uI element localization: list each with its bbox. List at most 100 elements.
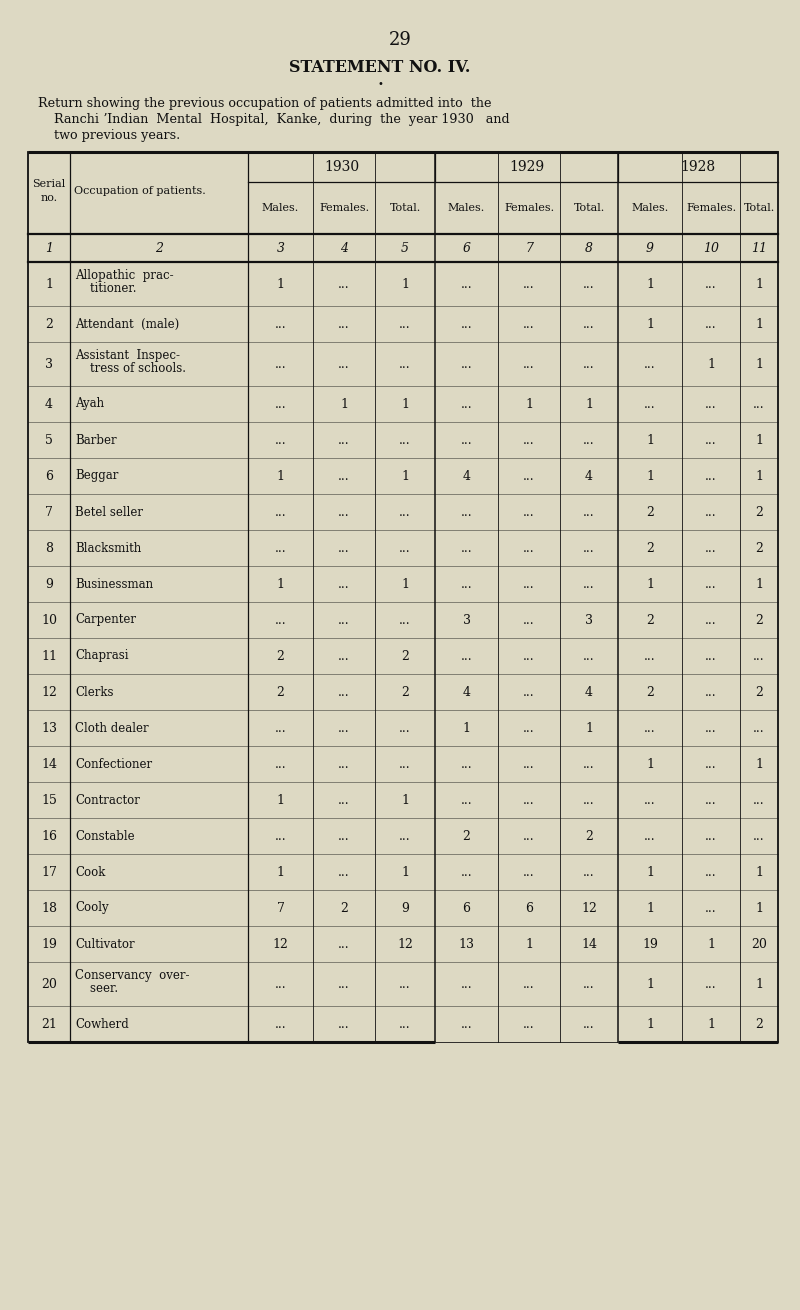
- Text: ...: ...: [705, 506, 717, 519]
- Text: 1: 1: [401, 278, 409, 291]
- Text: ...: ...: [461, 397, 472, 410]
- Text: 1: 1: [755, 977, 763, 990]
- Text: •: •: [377, 79, 383, 89]
- Text: Blacksmith: Blacksmith: [75, 541, 142, 554]
- Text: ...: ...: [338, 685, 350, 698]
- Text: Females.: Females.: [686, 203, 736, 214]
- Text: ...: ...: [583, 506, 595, 519]
- Text: Males.: Males.: [631, 203, 669, 214]
- Text: ...: ...: [705, 794, 717, 807]
- Text: 6: 6: [525, 901, 533, 914]
- Text: ...: ...: [523, 794, 535, 807]
- Text: 6: 6: [462, 901, 470, 914]
- Text: Return showing the previous occupation of patients admitted into  the: Return showing the previous occupation o…: [38, 97, 491, 110]
- Text: 1: 1: [401, 397, 409, 410]
- Text: Confectioner: Confectioner: [75, 757, 152, 770]
- Text: Occupation of patients.: Occupation of patients.: [74, 186, 206, 196]
- Text: 4: 4: [462, 469, 470, 482]
- Text: ...: ...: [523, 506, 535, 519]
- Text: 2: 2: [646, 613, 654, 626]
- Text: ...: ...: [338, 317, 350, 330]
- Text: Females.: Females.: [319, 203, 369, 214]
- Text: ...: ...: [399, 757, 411, 770]
- Text: ...: ...: [338, 829, 350, 842]
- Text: ...: ...: [461, 650, 472, 663]
- Text: ...: ...: [583, 1018, 595, 1031]
- Text: ...: ...: [399, 358, 411, 371]
- Text: ...: ...: [338, 866, 350, 879]
- Text: 1: 1: [45, 241, 53, 254]
- Text: ...: ...: [461, 977, 472, 990]
- Text: ...: ...: [644, 650, 656, 663]
- Text: ...: ...: [523, 613, 535, 626]
- Text: 4: 4: [340, 241, 348, 254]
- Text: Ayah: Ayah: [75, 397, 104, 410]
- Text: 2: 2: [755, 1018, 763, 1031]
- Text: ...: ...: [274, 506, 286, 519]
- Text: ...: ...: [523, 650, 535, 663]
- Text: 1: 1: [401, 469, 409, 482]
- Text: 29: 29: [389, 31, 411, 48]
- Text: ...: ...: [705, 977, 717, 990]
- Text: ...: ...: [705, 578, 717, 591]
- Text: 1: 1: [462, 722, 470, 735]
- Text: 8: 8: [585, 241, 593, 254]
- Text: 8: 8: [45, 541, 53, 554]
- Text: 1930: 1930: [324, 160, 359, 174]
- Text: ...: ...: [461, 317, 472, 330]
- Text: ...: ...: [583, 866, 595, 879]
- Text: 9: 9: [401, 901, 409, 914]
- Text: ...: ...: [338, 794, 350, 807]
- Text: ...: ...: [461, 757, 472, 770]
- Text: 1: 1: [646, 866, 654, 879]
- Text: ...: ...: [338, 434, 350, 447]
- Text: ...: ...: [338, 650, 350, 663]
- Text: ...: ...: [705, 397, 717, 410]
- Text: ...: ...: [461, 358, 472, 371]
- Text: ...: ...: [705, 613, 717, 626]
- Text: Males.: Males.: [448, 203, 485, 214]
- Text: Assistant  Inspec-: Assistant Inspec-: [75, 348, 180, 362]
- Text: 18: 18: [41, 901, 57, 914]
- Text: Barber: Barber: [75, 434, 117, 447]
- Text: 1: 1: [277, 578, 285, 591]
- Text: ...: ...: [523, 977, 535, 990]
- Text: ...: ...: [583, 541, 595, 554]
- Text: ...: ...: [338, 977, 350, 990]
- Text: ...: ...: [523, 1018, 535, 1031]
- Text: ...: ...: [753, 722, 765, 735]
- Text: ...: ...: [644, 397, 656, 410]
- Text: ...: ...: [705, 829, 717, 842]
- Text: ...: ...: [461, 578, 472, 591]
- Text: ...: ...: [705, 434, 717, 447]
- Text: ...: ...: [461, 434, 472, 447]
- Text: ...: ...: [644, 358, 656, 371]
- Text: 2: 2: [755, 541, 763, 554]
- Text: ...: ...: [705, 901, 717, 914]
- Text: ...: ...: [399, 434, 411, 447]
- Text: Males.: Males.: [262, 203, 299, 214]
- Text: Cloth dealer: Cloth dealer: [75, 722, 149, 735]
- Text: ...: ...: [274, 757, 286, 770]
- Text: Businessman: Businessman: [75, 578, 153, 591]
- Text: 1: 1: [755, 469, 763, 482]
- Text: 2: 2: [755, 685, 763, 698]
- Text: 2: 2: [646, 685, 654, 698]
- Text: ...: ...: [705, 541, 717, 554]
- Text: 1: 1: [646, 317, 654, 330]
- Text: ...: ...: [753, 397, 765, 410]
- Text: Allopathic  prac-: Allopathic prac-: [75, 269, 174, 282]
- Text: two previous years.: two previous years.: [38, 128, 180, 141]
- Text: ...: ...: [523, 278, 535, 291]
- Text: 1: 1: [755, 358, 763, 371]
- Text: ...: ...: [338, 469, 350, 482]
- Text: 13: 13: [41, 722, 57, 735]
- Text: ...: ...: [583, 578, 595, 591]
- Text: ...: ...: [523, 541, 535, 554]
- Text: 1: 1: [646, 434, 654, 447]
- Text: ...: ...: [274, 358, 286, 371]
- Text: 2: 2: [277, 685, 285, 698]
- Text: Attendant  (male): Attendant (male): [75, 317, 179, 330]
- Text: Constable: Constable: [75, 829, 134, 842]
- Text: 1: 1: [755, 866, 763, 879]
